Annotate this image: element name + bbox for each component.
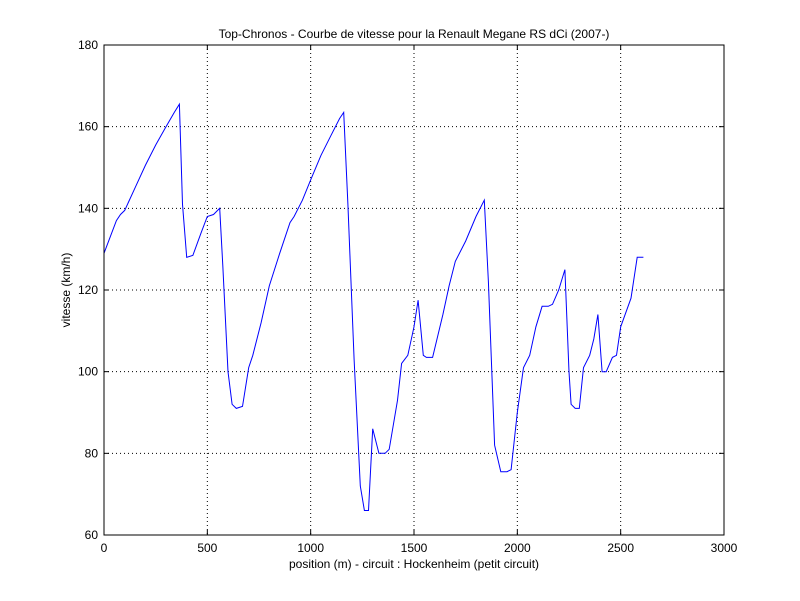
y-tick-label: 80	[85, 446, 99, 460]
y-tick-label: 120	[78, 283, 98, 297]
x-tick-label: 1500	[401, 541, 428, 555]
speed-line	[103, 102, 644, 511]
x-tick-label: 500	[197, 541, 217, 555]
y-tick-label: 160	[78, 120, 98, 134]
y-axis-ticks: 60 80 100 120 140 160 180	[78, 38, 724, 542]
horizontal-gridlines	[104, 126, 724, 454]
x-tick-label: 1000	[297, 541, 324, 555]
chart-title: Top-Chronos - Courbe de vitesse pour la …	[219, 27, 610, 41]
x-tick-label: 2500	[607, 541, 634, 555]
y-tick-label: 60	[85, 528, 99, 542]
x-axis-label: position (m) - circuit : Hockenheim (pet…	[289, 557, 539, 571]
x-tick-label: 3000	[711, 541, 738, 555]
y-tick-label: 140	[78, 201, 98, 215]
x-axis-ticks: 0 500 1000 1500 2000 2500 3000	[101, 45, 738, 555]
x-tick-label: 2000	[504, 541, 531, 555]
x-tick-label: 0	[101, 541, 108, 555]
y-tick-label: 100	[78, 365, 98, 379]
y-axis-label: vitesse (km/h)	[59, 253, 73, 328]
y-tick-label: 180	[78, 38, 98, 52]
